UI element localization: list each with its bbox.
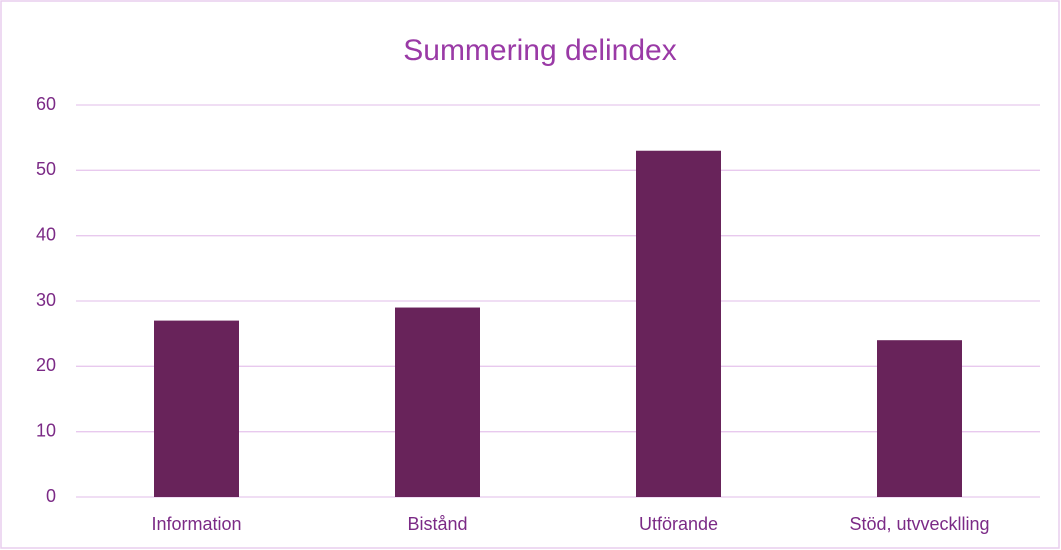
x-tick-label: Utförande xyxy=(639,514,718,534)
y-tick-label: 40 xyxy=(36,224,56,244)
y-tick-label: 50 xyxy=(36,159,56,179)
x-tick-label: Bistånd xyxy=(407,514,467,534)
y-tick-label: 60 xyxy=(36,94,56,114)
y-tick-label: 30 xyxy=(36,290,56,310)
bar xyxy=(636,150,721,497)
y-tick-label: 0 xyxy=(46,486,56,506)
x-tick-label: Stöd, utvvecklling xyxy=(849,514,989,534)
x-tick-label: Information xyxy=(151,514,241,534)
bar xyxy=(877,340,962,497)
y-tick-label: 10 xyxy=(36,420,56,440)
bar xyxy=(154,320,239,497)
chart-title: Summering delindex xyxy=(403,34,676,67)
y-tick-label: 20 xyxy=(36,355,56,375)
bar xyxy=(395,307,480,497)
